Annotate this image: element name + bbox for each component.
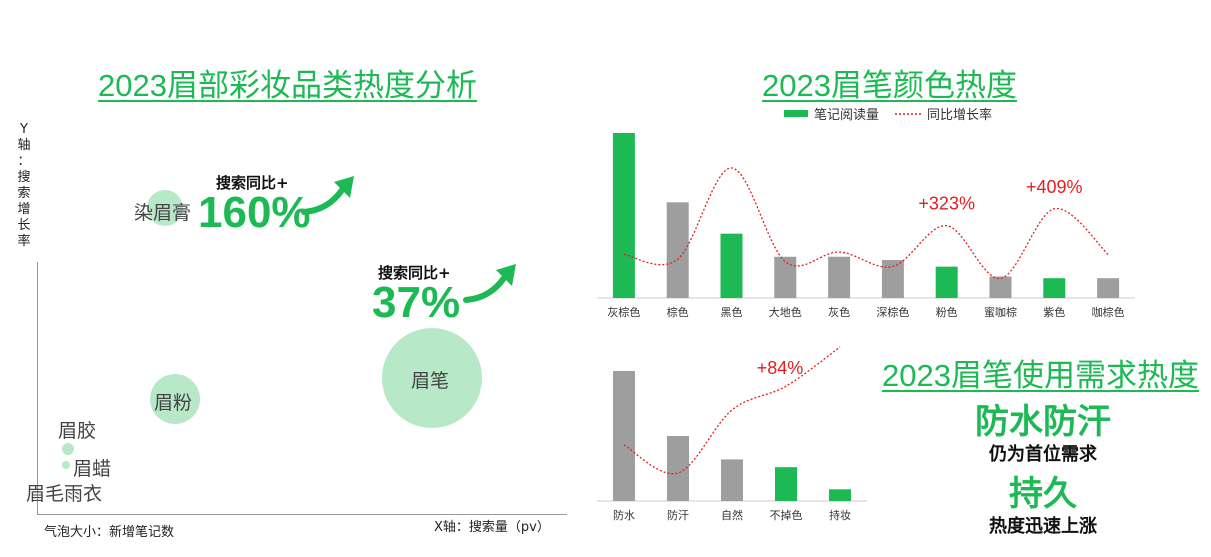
- tick-label-粉色: 粉色: [936, 305, 958, 319]
- tick-label-黑色: 黑色: [721, 305, 743, 319]
- tick-label-大地色: 大地色: [769, 305, 802, 319]
- bar-棕色: [666, 202, 689, 298]
- x-axis-label: X轴：搜索量（pv）: [434, 520, 550, 535]
- bar-不掉色: [775, 467, 797, 501]
- tick-label-咖棕色: 咖棕色: [1092, 305, 1125, 319]
- bar-自然: [721, 459, 743, 501]
- bubble-chart: Y 轴：搜索增长率 X轴：搜索量（pv） 气泡大小：新增笔记数 染眉膏 眉笔 眉粉…: [0, 0, 590, 557]
- bar-持妆: [829, 489, 851, 501]
- bar-咖棕色: [1097, 278, 1120, 298]
- tick-label-紫色: 紫色: [1043, 305, 1065, 319]
- tick-label-灰棕色: 灰棕色: [607, 305, 640, 319]
- arrow-up-icon: [463, 264, 516, 303]
- bubble-label-眉蜡: 眉蜡: [73, 458, 112, 480]
- tick-label-棕色: 棕色: [667, 305, 689, 319]
- tick-label-不掉色: 不掉色: [770, 508, 803, 522]
- color-chart-legend: 笔记阅读量 同比增长率: [784, 104, 992, 123]
- bar-蜜咖棕: [989, 276, 1012, 298]
- legend-line-label: 同比增长率: [927, 108, 993, 123]
- growth-rate-line: [623, 167, 1109, 280]
- growth-annotation-粉色: +323%: [918, 194, 975, 214]
- tick-label-持妆: 持妆: [829, 508, 851, 522]
- callout-1-label: 搜索同比+: [216, 174, 289, 192]
- tick-label-防水: 防水: [613, 508, 635, 522]
- x-axis-line: [37, 514, 567, 515]
- y-axis-label: Y 轴：搜索增长率: [17, 122, 31, 249]
- bubble-label-眉粉: 眉粉: [154, 392, 193, 414]
- arrow-up-icon: [301, 176, 354, 215]
- need-1-note: 仍为首位需求: [989, 444, 1097, 465]
- bar-灰棕色: [612, 133, 635, 298]
- bubble-眉蜡: [62, 461, 70, 469]
- bar-大地色: [774, 256, 797, 298]
- tick-label-灰色: 灰色: [828, 305, 850, 319]
- growth-annotation-持妆: +116%: [806, 336, 861, 339]
- needs-bar-chart: 防水 防汗 自然 不掉色 持妆 +84% +116%: [597, 336, 867, 522]
- need-2-note: 热度迅速上涨: [989, 516, 1097, 537]
- bubble-label-眉笔: 眉笔: [411, 370, 450, 392]
- bar-黑色: [720, 233, 743, 298]
- bar-深棕色: [881, 260, 904, 298]
- need-1-headline: 防水防汗: [975, 402, 1111, 442]
- color-bar-chart: 灰棕色 棕色 黑色 大地色 灰色 深棕色 粉色 蜜咖棕 紫色 咖棕色 +323% +409%: [597, 133, 1135, 319]
- tick-label-蜜咖棕: 蜜咖棕: [984, 305, 1017, 319]
- bubble-label-眉毛雨衣: 眉毛雨衣: [26, 483, 103, 505]
- bar-防汗: [667, 436, 689, 501]
- tick-label-防汗: 防汗: [667, 508, 689, 522]
- growth-rate-line: [623, 346, 841, 475]
- need-2-headline: 持久: [1009, 474, 1077, 514]
- legend-line-swatch: [895, 112, 922, 115]
- bubble-chart-title: 2023眉部彩妆品类热度分析: [98, 68, 477, 103]
- bar-防水: [613, 371, 635, 501]
- bubble-染眉膏: [147, 190, 183, 226]
- y-axis-line: [37, 262, 38, 514]
- tick-label-深棕色: 深棕色: [876, 305, 909, 319]
- bubble-label-眉胶: 眉胶: [58, 420, 97, 442]
- bar-粉色: [935, 266, 958, 298]
- bubble-size-note: 气泡大小：新增笔记数: [44, 525, 175, 540]
- tick-label-自然: 自然: [721, 508, 743, 522]
- bubble-label-染眉膏: 染眉膏: [134, 202, 192, 224]
- bar-紫色: [1043, 278, 1066, 298]
- growth-annotation-不掉色: +84%: [757, 358, 804, 378]
- color-chart-title: 2023眉笔颜色热度: [762, 68, 1017, 103]
- bubble-眉粉: [150, 374, 200, 424]
- callout-1-value: 160%: [198, 188, 311, 237]
- bar-灰色: [828, 256, 851, 298]
- needs-chart-title: 2023眉笔使用需求热度: [882, 358, 1199, 393]
- callout-2-label: 搜索同比+: [378, 264, 451, 282]
- legend-bar-swatch: [784, 110, 808, 117]
- legend-bar-label: 笔记阅读量: [814, 108, 880, 123]
- growth-annotation-紫色: +409%: [1026, 177, 1083, 197]
- bubble-眉笔: [382, 328, 482, 428]
- bubble-眉胶: [62, 443, 74, 455]
- callout-2-value: 37%: [372, 278, 461, 327]
